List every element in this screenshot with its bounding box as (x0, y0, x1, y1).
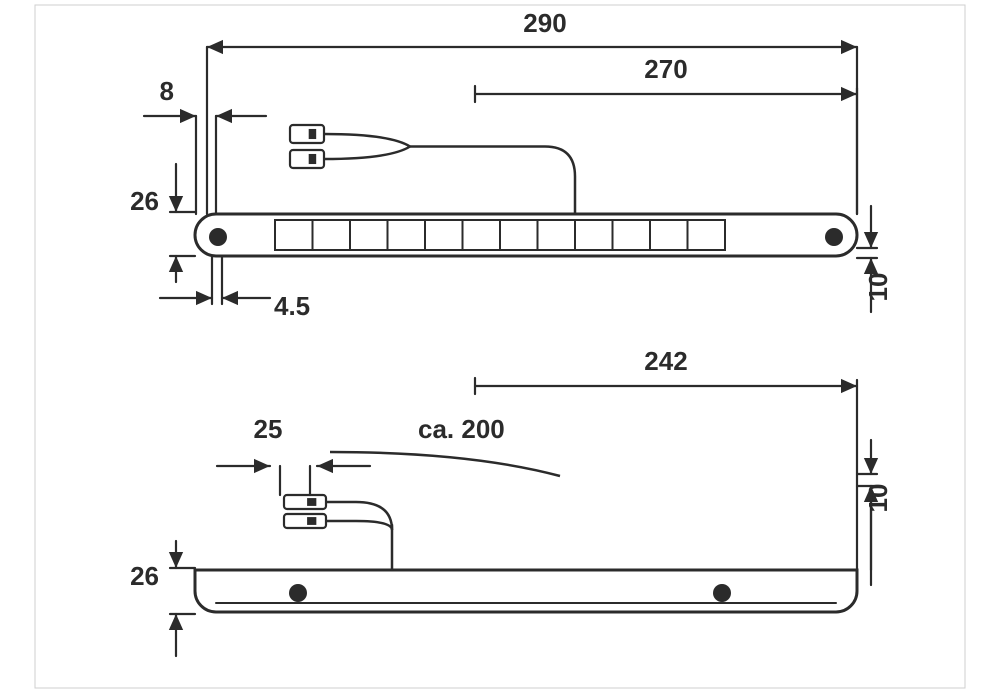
dimension-label: 10 (863, 273, 893, 302)
dimension-label: 10 (863, 484, 893, 513)
dimension-label: ca. 200 (418, 414, 505, 444)
dimension-label: 26 (130, 186, 159, 216)
dimension-label: 242 (644, 346, 687, 376)
dimension-label: 4.5 (274, 291, 310, 321)
dimension-label: 8 (160, 76, 174, 106)
dimension-label: 290 (523, 8, 566, 38)
dimension-label: 26 (130, 561, 159, 591)
dimension-label: 25 (254, 414, 283, 444)
dimension-label: 270 (644, 54, 687, 84)
technical-drawing: 290 270 8 26 10 4.5 242 25 ca. 200 26 10 (0, 0, 1000, 693)
